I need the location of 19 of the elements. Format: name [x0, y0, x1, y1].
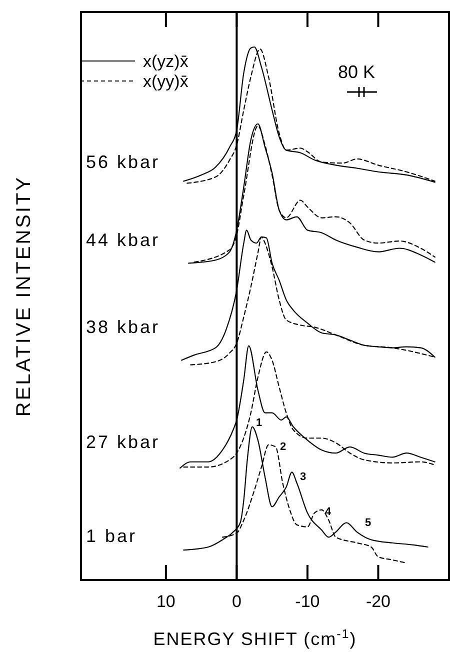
x-tick-label: 10	[156, 592, 176, 611]
x-tick-label: -10	[295, 592, 320, 611]
annotation: 2	[280, 441, 286, 453]
annotation: 27 kbar	[86, 432, 160, 452]
legend-label: x(yz)x̄	[143, 52, 189, 71]
x-tick-label: 0	[232, 592, 242, 611]
annotation: 5	[365, 517, 372, 529]
x-axis-title: ENERGY SHIFT (cm$^{-1}$)	[153, 627, 357, 649]
annotation: 1 bar	[86, 526, 138, 546]
annotation: 80 K	[338, 62, 376, 82]
annotation: 3	[300, 471, 306, 483]
annotation: 4	[325, 506, 332, 518]
annotation: 44 kbar	[86, 230, 160, 250]
annotation: 1	[256, 417, 262, 429]
y-axis-title: RELATIVE INTENSITY	[13, 175, 35, 417]
x-tick-label: -20	[366, 592, 391, 611]
legend-label: x(yy)x̄	[143, 72, 189, 91]
annotation: 38 kbar	[86, 317, 160, 337]
annotation: 56 kbar	[86, 152, 160, 172]
